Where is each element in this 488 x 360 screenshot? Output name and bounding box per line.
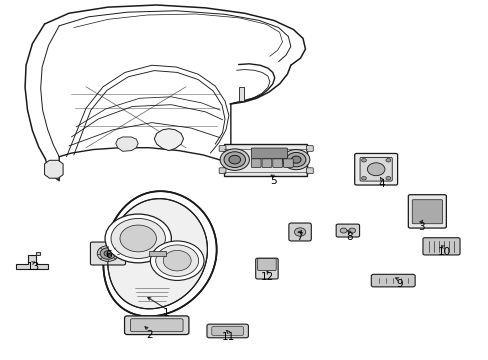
- FancyBboxPatch shape: [272, 159, 282, 167]
- Circle shape: [348, 228, 355, 233]
- Text: 5: 5: [270, 176, 277, 186]
- Polygon shape: [103, 191, 216, 316]
- Polygon shape: [224, 144, 306, 176]
- Text: 13: 13: [27, 262, 41, 272]
- FancyBboxPatch shape: [251, 159, 261, 167]
- Text: 1: 1: [163, 309, 169, 318]
- FancyBboxPatch shape: [283, 159, 293, 167]
- Circle shape: [105, 214, 171, 263]
- Text: 7: 7: [295, 232, 302, 242]
- FancyBboxPatch shape: [211, 327, 243, 335]
- Circle shape: [97, 246, 119, 261]
- Text: 4: 4: [378, 179, 385, 189]
- FancyBboxPatch shape: [359, 157, 391, 181]
- FancyBboxPatch shape: [219, 145, 225, 151]
- Polygon shape: [149, 251, 166, 256]
- FancyBboxPatch shape: [407, 195, 446, 228]
- FancyBboxPatch shape: [354, 153, 397, 185]
- FancyBboxPatch shape: [288, 223, 311, 241]
- Circle shape: [286, 152, 305, 167]
- Circle shape: [291, 156, 301, 163]
- Circle shape: [361, 176, 366, 180]
- Circle shape: [220, 149, 249, 170]
- Circle shape: [385, 158, 390, 162]
- FancyBboxPatch shape: [255, 258, 278, 279]
- Text: 10: 10: [437, 247, 450, 257]
- Circle shape: [282, 150, 309, 170]
- Polygon shape: [107, 199, 207, 309]
- FancyBboxPatch shape: [306, 145, 313, 151]
- Circle shape: [163, 251, 191, 271]
- Circle shape: [104, 251, 112, 256]
- Text: 11: 11: [222, 332, 235, 342]
- FancyBboxPatch shape: [206, 324, 248, 338]
- Text: 8: 8: [346, 232, 352, 242]
- FancyBboxPatch shape: [90, 242, 125, 265]
- Text: 6: 6: [105, 250, 112, 260]
- Circle shape: [150, 241, 203, 280]
- Circle shape: [294, 228, 305, 236]
- Circle shape: [228, 155, 240, 164]
- FancyBboxPatch shape: [370, 274, 414, 287]
- Polygon shape: [16, 255, 48, 269]
- FancyBboxPatch shape: [262, 159, 271, 167]
- Circle shape: [224, 152, 245, 167]
- Circle shape: [385, 176, 390, 180]
- FancyBboxPatch shape: [422, 238, 459, 255]
- FancyBboxPatch shape: [130, 319, 183, 332]
- Circle shape: [361, 158, 366, 162]
- Text: 2: 2: [146, 330, 152, 340]
- Circle shape: [100, 248, 116, 259]
- Circle shape: [340, 228, 346, 233]
- Circle shape: [111, 219, 165, 258]
- Text: 3: 3: [417, 222, 424, 231]
- Polygon shape: [36, 252, 40, 255]
- Polygon shape: [116, 137, 138, 151]
- FancyBboxPatch shape: [335, 224, 359, 237]
- FancyBboxPatch shape: [124, 316, 188, 334]
- Circle shape: [156, 245, 198, 276]
- Circle shape: [120, 225, 156, 252]
- Text: 9: 9: [395, 279, 402, 289]
- Text: 12: 12: [261, 272, 274, 282]
- Polygon shape: [154, 129, 183, 150]
- FancyBboxPatch shape: [306, 168, 313, 174]
- Circle shape: [366, 163, 384, 176]
- FancyBboxPatch shape: [219, 168, 225, 174]
- FancyBboxPatch shape: [411, 200, 442, 224]
- Polygon shape: [238, 87, 244, 101]
- Polygon shape: [44, 160, 63, 178]
- FancyBboxPatch shape: [251, 148, 287, 158]
- FancyBboxPatch shape: [257, 258, 276, 271]
